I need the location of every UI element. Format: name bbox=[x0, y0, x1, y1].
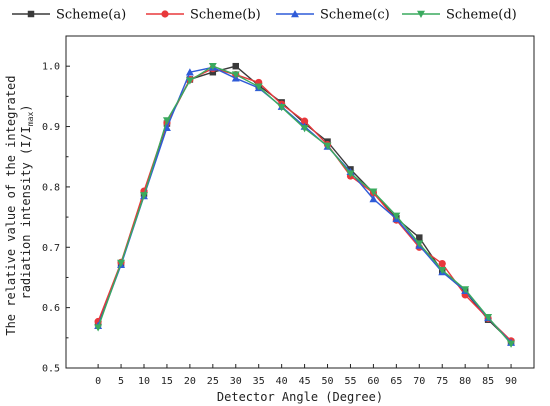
legend-label: Scheme(b) bbox=[190, 8, 261, 23]
legend-marker bbox=[27, 10, 35, 18]
x-tick-label: 0 bbox=[95, 376, 101, 387]
x-tick-label: 40 bbox=[276, 376, 288, 387]
data-point bbox=[300, 117, 309, 125]
y-tick-label: 0.8 bbox=[42, 182, 60, 193]
y-tick-label: 0.5 bbox=[42, 364, 60, 375]
legend-item: Scheme(c) bbox=[276, 8, 390, 23]
x-tick-label: 65 bbox=[390, 376, 402, 387]
data-point bbox=[392, 212, 401, 220]
y-tick-label: 1.0 bbox=[42, 62, 60, 73]
data-point bbox=[369, 195, 378, 203]
legend-marker bbox=[161, 10, 169, 18]
legend-label: Scheme(c) bbox=[320, 8, 390, 23]
series-Scheme(c) bbox=[94, 63, 516, 346]
series-line bbox=[97, 67, 512, 342]
x-tick-label: 5 bbox=[118, 376, 124, 387]
y-axis-title-subscript: max bbox=[26, 112, 35, 127]
data-point bbox=[416, 234, 423, 241]
data-point bbox=[140, 192, 148, 200]
data-point bbox=[415, 240, 424, 248]
series-line bbox=[97, 65, 512, 343]
x-tick-label: 30 bbox=[230, 376, 242, 387]
data-point bbox=[346, 170, 355, 178]
series-line bbox=[97, 65, 512, 345]
x-tick-label: 25 bbox=[207, 376, 219, 387]
data-point bbox=[438, 259, 446, 268]
y-axis: 0.5 0.6 0.7 0.8 0.9 1.0 bbox=[42, 62, 70, 375]
series-Scheme(a) bbox=[94, 62, 515, 346]
x-tick-label: 15 bbox=[161, 376, 173, 387]
series-Scheme(b) bbox=[94, 64, 515, 345]
series-line bbox=[97, 66, 512, 344]
legend-label: Scheme(a) bbox=[56, 8, 126, 23]
legend-marker bbox=[417, 10, 425, 18]
data-point bbox=[254, 83, 263, 91]
x-tick-label: 80 bbox=[459, 376, 471, 387]
y-tick-label: 0.6 bbox=[42, 303, 60, 314]
data-point bbox=[484, 314, 493, 322]
x-tick-label: 90 bbox=[505, 376, 517, 387]
legend-item: Scheme(a) bbox=[12, 8, 126, 23]
plot-frame bbox=[65, 35, 535, 369]
series-layer bbox=[94, 62, 516, 348]
data-point bbox=[438, 266, 447, 275]
data-point bbox=[117, 259, 126, 267]
y-axis-title-line2: radiation intensity (I/I bbox=[19, 126, 33, 299]
legend: Scheme(a) Scheme(b) Scheme(c) Scheme(d) bbox=[12, 8, 517, 23]
data-point bbox=[231, 71, 240, 79]
legend-label: Scheme(d) bbox=[446, 8, 517, 23]
x-axis: 0 5 10 15 20 25 30 35 40 45 50 55 60 65 70 75 80 85 90 bbox=[95, 364, 517, 387]
data-point bbox=[277, 103, 286, 112]
data-point bbox=[507, 340, 516, 348]
legend-marker bbox=[291, 10, 299, 18]
x-tick-label: 10 bbox=[138, 376, 150, 387]
x-tick-label: 20 bbox=[184, 376, 196, 387]
data-point bbox=[300, 125, 309, 133]
data-point bbox=[162, 117, 171, 125]
y-axis-title-close: ) bbox=[19, 104, 33, 111]
legend-item: Scheme(b) bbox=[146, 8, 261, 23]
data-point bbox=[185, 68, 194, 76]
x-tick-label: 85 bbox=[482, 376, 494, 387]
legend-item: Scheme(d) bbox=[402, 8, 517, 23]
data-point bbox=[461, 286, 470, 294]
y-axis-title: The relative value of the integrated rad… bbox=[4, 68, 35, 335]
y-axis-title-line1: The relative value of the integrated bbox=[4, 76, 18, 336]
data-point bbox=[369, 188, 378, 196]
x-tick-label: 75 bbox=[436, 376, 448, 387]
x-tick-label: 45 bbox=[299, 376, 311, 387]
data-point bbox=[208, 62, 217, 71]
data-point bbox=[94, 324, 103, 332]
x-tick-label: 35 bbox=[253, 376, 265, 387]
series-Scheme(d) bbox=[94, 62, 516, 348]
x-axis-title: Detector Angle (Degree) bbox=[217, 390, 383, 404]
data-point bbox=[323, 142, 332, 150]
data-point bbox=[232, 62, 240, 70]
data-point bbox=[209, 68, 217, 76]
x-tick-label: 50 bbox=[322, 376, 334, 387]
x-tick-label: 60 bbox=[367, 376, 379, 387]
data-point bbox=[185, 77, 194, 85]
x-tick-label: 55 bbox=[344, 376, 356, 387]
y-tick-label: 0.9 bbox=[42, 122, 60, 133]
x-tick-label: 70 bbox=[413, 376, 425, 387]
y-tick-label: 0.7 bbox=[42, 243, 60, 254]
